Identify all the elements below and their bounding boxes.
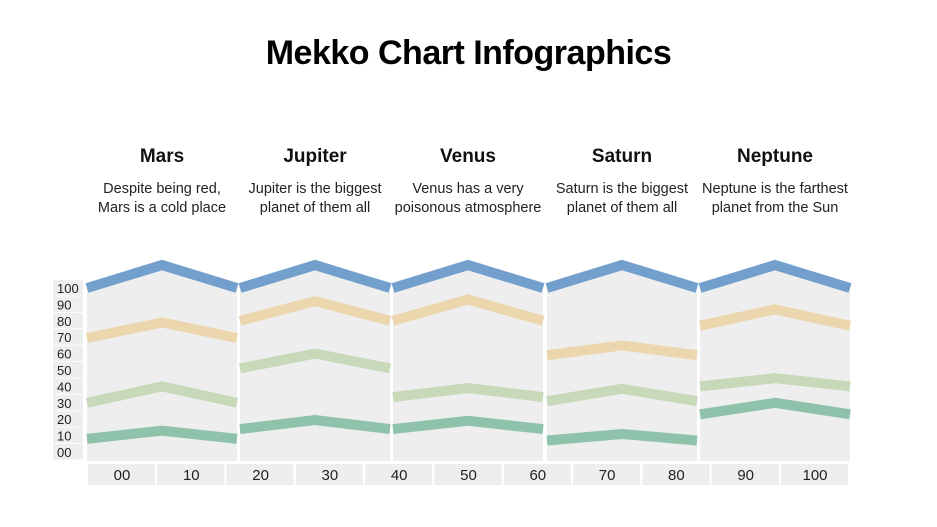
x-tick-label: 60	[529, 467, 546, 484]
x-tick-label: 10	[183, 467, 200, 484]
band-orange	[391, 294, 545, 326]
band-light-green	[546, 383, 698, 407]
band-blue	[391, 259, 545, 293]
x-tick-bg	[157, 464, 225, 485]
x-tick-bg	[781, 464, 848, 485]
y-tick-label: 50	[57, 363, 71, 378]
y-tick-bg	[53, 312, 83, 329]
x-tick-label: 40	[391, 467, 408, 484]
y-tick-bg	[53, 280, 83, 296]
y-tick-bg	[53, 329, 83, 345]
column-jupiter: Jupiter Jupiter is the biggest planet of …	[240, 146, 390, 218]
band-blue	[545, 259, 699, 293]
y-tick-label: 40	[57, 379, 71, 394]
page-title: Mekko Chart Infographics	[265, 34, 672, 72]
y-tick-bg	[53, 444, 83, 460]
column-neptune: Neptune Neptune is the farthest planet fr…	[700, 146, 850, 218]
column-mars: Mars Despite being red, Mars is a cold pl…	[87, 146, 237, 218]
x-tick-bg	[573, 464, 641, 485]
x-tick-bg	[503, 464, 571, 485]
y-tick-bg	[53, 378, 83, 394]
y-tick-bg	[53, 411, 83, 427]
y-tick-label: 10	[57, 429, 71, 444]
band-light-green	[699, 373, 851, 392]
x-tick-bg	[642, 464, 710, 485]
band-dark-green	[239, 414, 391, 435]
x-tick-bg	[434, 464, 502, 485]
column-description: Saturn is the biggest planet of them all	[555, 181, 689, 216]
x-tick-bg	[365, 464, 433, 485]
band-light-green	[239, 348, 391, 374]
x-tick-label: 80	[668, 467, 685, 484]
x-tick-label: 100	[802, 467, 827, 484]
band-orange	[85, 317, 239, 343]
y-tick-label: 90	[57, 297, 71, 312]
panel-saturn	[545, 259, 699, 461]
y-tick-bg	[53, 345, 83, 362]
column-title: Neptune	[737, 146, 813, 167]
band-blue	[698, 259, 852, 293]
x-tick-label: 20	[252, 467, 269, 484]
column-title: Venus	[440, 146, 496, 167]
y-tick-label: 100	[57, 281, 79, 296]
panel-venus	[391, 259, 545, 461]
x-tick-label: 00	[114, 467, 131, 484]
panel-neptune	[698, 259, 852, 461]
x-tick-label: 90	[737, 467, 754, 484]
y-tick-label: 70	[57, 330, 71, 345]
panel-background	[87, 260, 237, 461]
band-dark-green	[86, 425, 238, 444]
x-tick-label: 50	[460, 467, 477, 484]
band-blue	[85, 259, 239, 293]
column-title: Mars	[139, 146, 185, 167]
panel-mars	[85, 259, 239, 461]
y-tick-label: 80	[57, 314, 71, 329]
x-tick-bg	[226, 464, 294, 485]
band-orange	[546, 340, 698, 361]
panel-background	[700, 260, 850, 461]
band-dark-green	[546, 428, 698, 446]
column-description: Jupiter is the biggest planet of them al…	[248, 181, 382, 216]
panel-jupiter	[238, 259, 392, 461]
y-tick-label: 00	[57, 445, 71, 460]
y-tick-bg	[53, 427, 83, 444]
band-light-green	[392, 383, 544, 403]
band-orange	[698, 304, 852, 331]
y-tick-bg	[53, 296, 83, 312]
y-tick-label: 20	[57, 412, 71, 427]
x-tick-label: 30	[322, 467, 339, 484]
column-title: Saturn	[591, 146, 653, 167]
y-tick-bg	[53, 362, 83, 378]
band-orange	[238, 295, 392, 326]
column-venus: Venus Venus has a very poisonous atmosphe…	[393, 146, 543, 218]
column-saturn: Saturn Saturn is the biggest planet of th…	[547, 146, 697, 218]
x-tick-bg	[711, 464, 779, 485]
panel-background	[547, 260, 697, 461]
band-dark-green	[392, 415, 544, 435]
y-tick-label: 60	[57, 347, 71, 362]
band-light-green	[85, 381, 239, 408]
x-tick-bg	[295, 464, 363, 485]
x-tick-bg	[88, 464, 155, 485]
x-tick-label: 70	[599, 467, 616, 484]
y-tick-bg	[53, 394, 83, 411]
column-description: Venus has a very poisonous atmosphere	[394, 181, 542, 216]
y-tick-label: 30	[57, 396, 71, 411]
band-dark-green	[699, 397, 851, 420]
column-description: Despite being red, Mars is a cold place	[97, 181, 227, 216]
column-description: Neptune is the farthest planet from the …	[702, 181, 848, 216]
column-title: Jupiter	[283, 146, 347, 167]
band-blue	[238, 259, 392, 293]
